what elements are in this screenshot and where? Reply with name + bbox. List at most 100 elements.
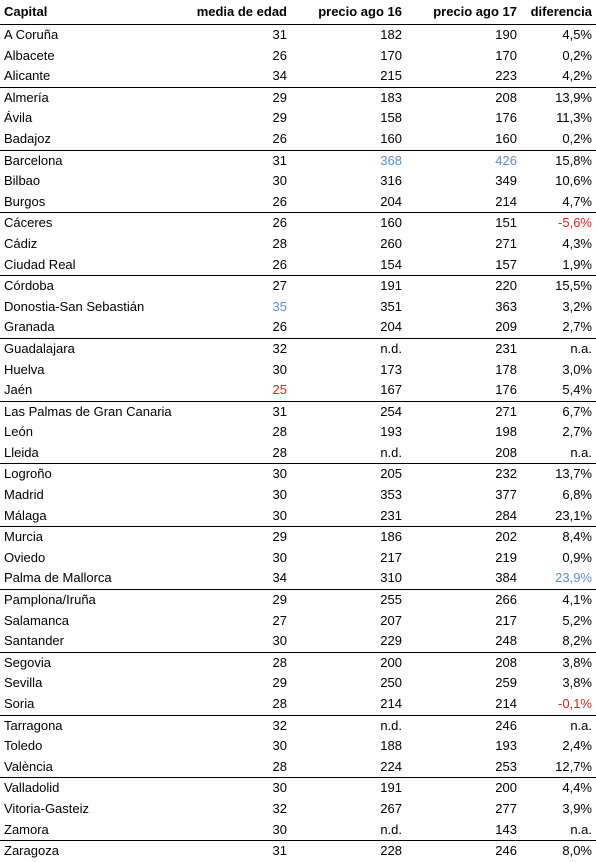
cell-media-edad: 28: [272, 235, 287, 251]
cell-capital: Cádiz: [4, 235, 38, 251]
cell-media-edad: 27: [272, 612, 287, 628]
cell-capital: Alicante: [4, 68, 51, 84]
cell-media-edad: 26: [272, 47, 287, 63]
cell-precio-ago-17: 231: [406, 337, 521, 360]
table-row: Palma de Mallorca 34 310 384 23,9%: [0, 568, 596, 589]
cell-precio-ago-17: 246: [406, 714, 521, 737]
cell-diferencia: 23,9%: [555, 570, 592, 586]
table-row: Ávila 29 158 176 11,3%: [0, 108, 596, 129]
cell-diferencia: 2,7%: [562, 424, 592, 440]
cell-precio-ago-17: 151: [406, 212, 521, 234]
cell-capital: Soria: [4, 696, 35, 711]
cell-capital: Tarragona: [0, 714, 186, 737]
cell-capital: Cáceres: [0, 212, 186, 234]
cell-capital: Córdoba: [0, 275, 186, 297]
cell-precio-ago-17: 363: [495, 298, 517, 314]
cell-diferencia: 11,3%: [556, 110, 592, 126]
cell-media-edad: 32: [272, 800, 287, 816]
cell-media-edad: 32: [186, 337, 291, 360]
cell-diferencia: 3,9%: [562, 800, 592, 816]
table-row: Córdoba 27 191 220 15,5%: [0, 275, 596, 297]
cell-media-edad: 30: [272, 821, 287, 837]
cell-precio-ago-17: 170: [495, 47, 517, 63]
cell-precio-ago-17: 190: [406, 23, 521, 46]
cell-precio-ago-16: n.d.: [380, 821, 402, 837]
cell-precio-ago-17: 193: [495, 738, 517, 754]
cell-diferencia: 12,7%: [555, 758, 592, 774]
cell-precio-ago-17: 284: [495, 507, 517, 523]
cell-media-edad: 35: [272, 298, 287, 314]
cell-media-edad: 30: [272, 507, 287, 523]
cell-precio-ago-17: 176: [495, 110, 517, 126]
cell-precio-ago-17: 209: [495, 319, 517, 335]
cell-media-edad: 32: [186, 714, 291, 737]
cell-media-edad: 28: [186, 651, 291, 674]
cell-diferencia: n.a.: [570, 444, 592, 460]
cell-diferencia: 5,2%: [562, 612, 592, 628]
cell-media-edad: 31: [186, 23, 291, 46]
cell-precio-ago-16: n.d.: [380, 444, 402, 460]
cell-precio-ago-17: 426: [406, 149, 521, 172]
table-row: Cádiz 28 260 271 4,3%: [0, 234, 596, 255]
cell-capital: Guadalajara: [0, 337, 186, 360]
cell-precio-ago-17: 271: [406, 400, 521, 423]
cell-precio-ago-16: 351: [380, 298, 402, 314]
table-row: A Coruña 31 182 190 4,5%: [0, 23, 596, 46]
cell-capital: Badajoz: [4, 130, 51, 146]
cell-precio-ago-17: 248: [495, 633, 517, 649]
table-row: Lleida 28 n.d. 208 n.a.: [0, 443, 596, 464]
table-row: Huelva 30 173 178 3,0%: [0, 360, 596, 381]
cell-diferencia: 1,9%: [562, 256, 592, 272]
cell-capital: Bilbao: [4, 173, 41, 189]
table-row: Sevilla 29 250 259 3,8%: [0, 673, 596, 694]
cell-diferencia: 8,2%: [562, 633, 592, 649]
cell-precio-ago-17: 377: [495, 487, 517, 503]
cell-capital: Ávila: [4, 110, 33, 126]
table-row: Madrid 30 353 377 6,8%: [0, 485, 596, 506]
cell-precio-ago-17: 202: [406, 526, 521, 548]
table-row: Bilbao 30 316 349 10,6%: [0, 171, 596, 192]
cell-capital: Granada: [4, 319, 55, 335]
cell-diferencia: 4,3%: [562, 235, 592, 251]
table-row: Logroño 30 205 232 13,7%: [0, 463, 596, 486]
cell-precio-ago-16: 158: [380, 110, 402, 126]
cell-precio-ago-16: 255: [291, 589, 406, 611]
cell-precio-ago-17: 143: [495, 821, 517, 837]
cell-diferencia: 4,5%: [521, 23, 596, 46]
cell-diferencia: n.a.: [570, 821, 592, 837]
cell-capital: Santander: [4, 633, 64, 649]
cell-media-edad: 26: [186, 212, 291, 234]
table-row: Granada 26 204 209 2,7%: [0, 317, 596, 338]
cell-precio-ago-16: 200: [291, 651, 406, 674]
header-media-edad: media de edad: [186, 0, 291, 25]
cell-capital: Barcelona: [0, 149, 186, 172]
cell-precio-ago-16: n.d.: [291, 337, 406, 360]
table-row: Vitoria-Gasteiz 32 267 277 3,9%: [0, 799, 596, 820]
cell-capital: Sevilla: [4, 675, 43, 691]
cell-capital: Donostia-San Sebastián: [4, 298, 145, 314]
cell-precio-ago-17: 266: [406, 589, 521, 611]
cell-precio-ago-16: 250: [380, 675, 402, 691]
cell-precio-ago-17: 259: [495, 675, 517, 691]
cell-capital: Almería: [0, 86, 186, 109]
cell-media-edad: 30: [272, 487, 287, 503]
cell-precio-ago-16: 186: [291, 526, 406, 548]
cell-precio-ago-16: 217: [380, 549, 402, 565]
cell-media-edad: 25: [272, 382, 287, 398]
cell-diferencia: 0,9%: [562, 549, 592, 565]
cell-media-edad: 27: [186, 275, 291, 297]
cell-media-edad: 34: [272, 68, 287, 84]
header-precio-ago-16: precio ago 16: [291, 0, 406, 25]
header-precio-ago-17: precio ago 17: [406, 0, 521, 25]
cell-precio-ago-16: 204: [380, 319, 402, 335]
table-row: Guadalajara 32 n.d. 231 n.a.: [0, 337, 596, 360]
cell-diferencia: 8,4%: [521, 526, 596, 548]
cell-precio-ago-16: 215: [380, 68, 402, 84]
cell-media-edad: 28: [272, 424, 287, 440]
cell-media-edad: 30: [272, 173, 287, 189]
cell-precio-ago-16: 353: [380, 487, 402, 503]
cell-precio-ago-16: 267: [380, 800, 402, 816]
table-row: València 28 224 253 12,7%: [0, 757, 596, 778]
cell-precio-ago-17: 217: [495, 612, 517, 628]
